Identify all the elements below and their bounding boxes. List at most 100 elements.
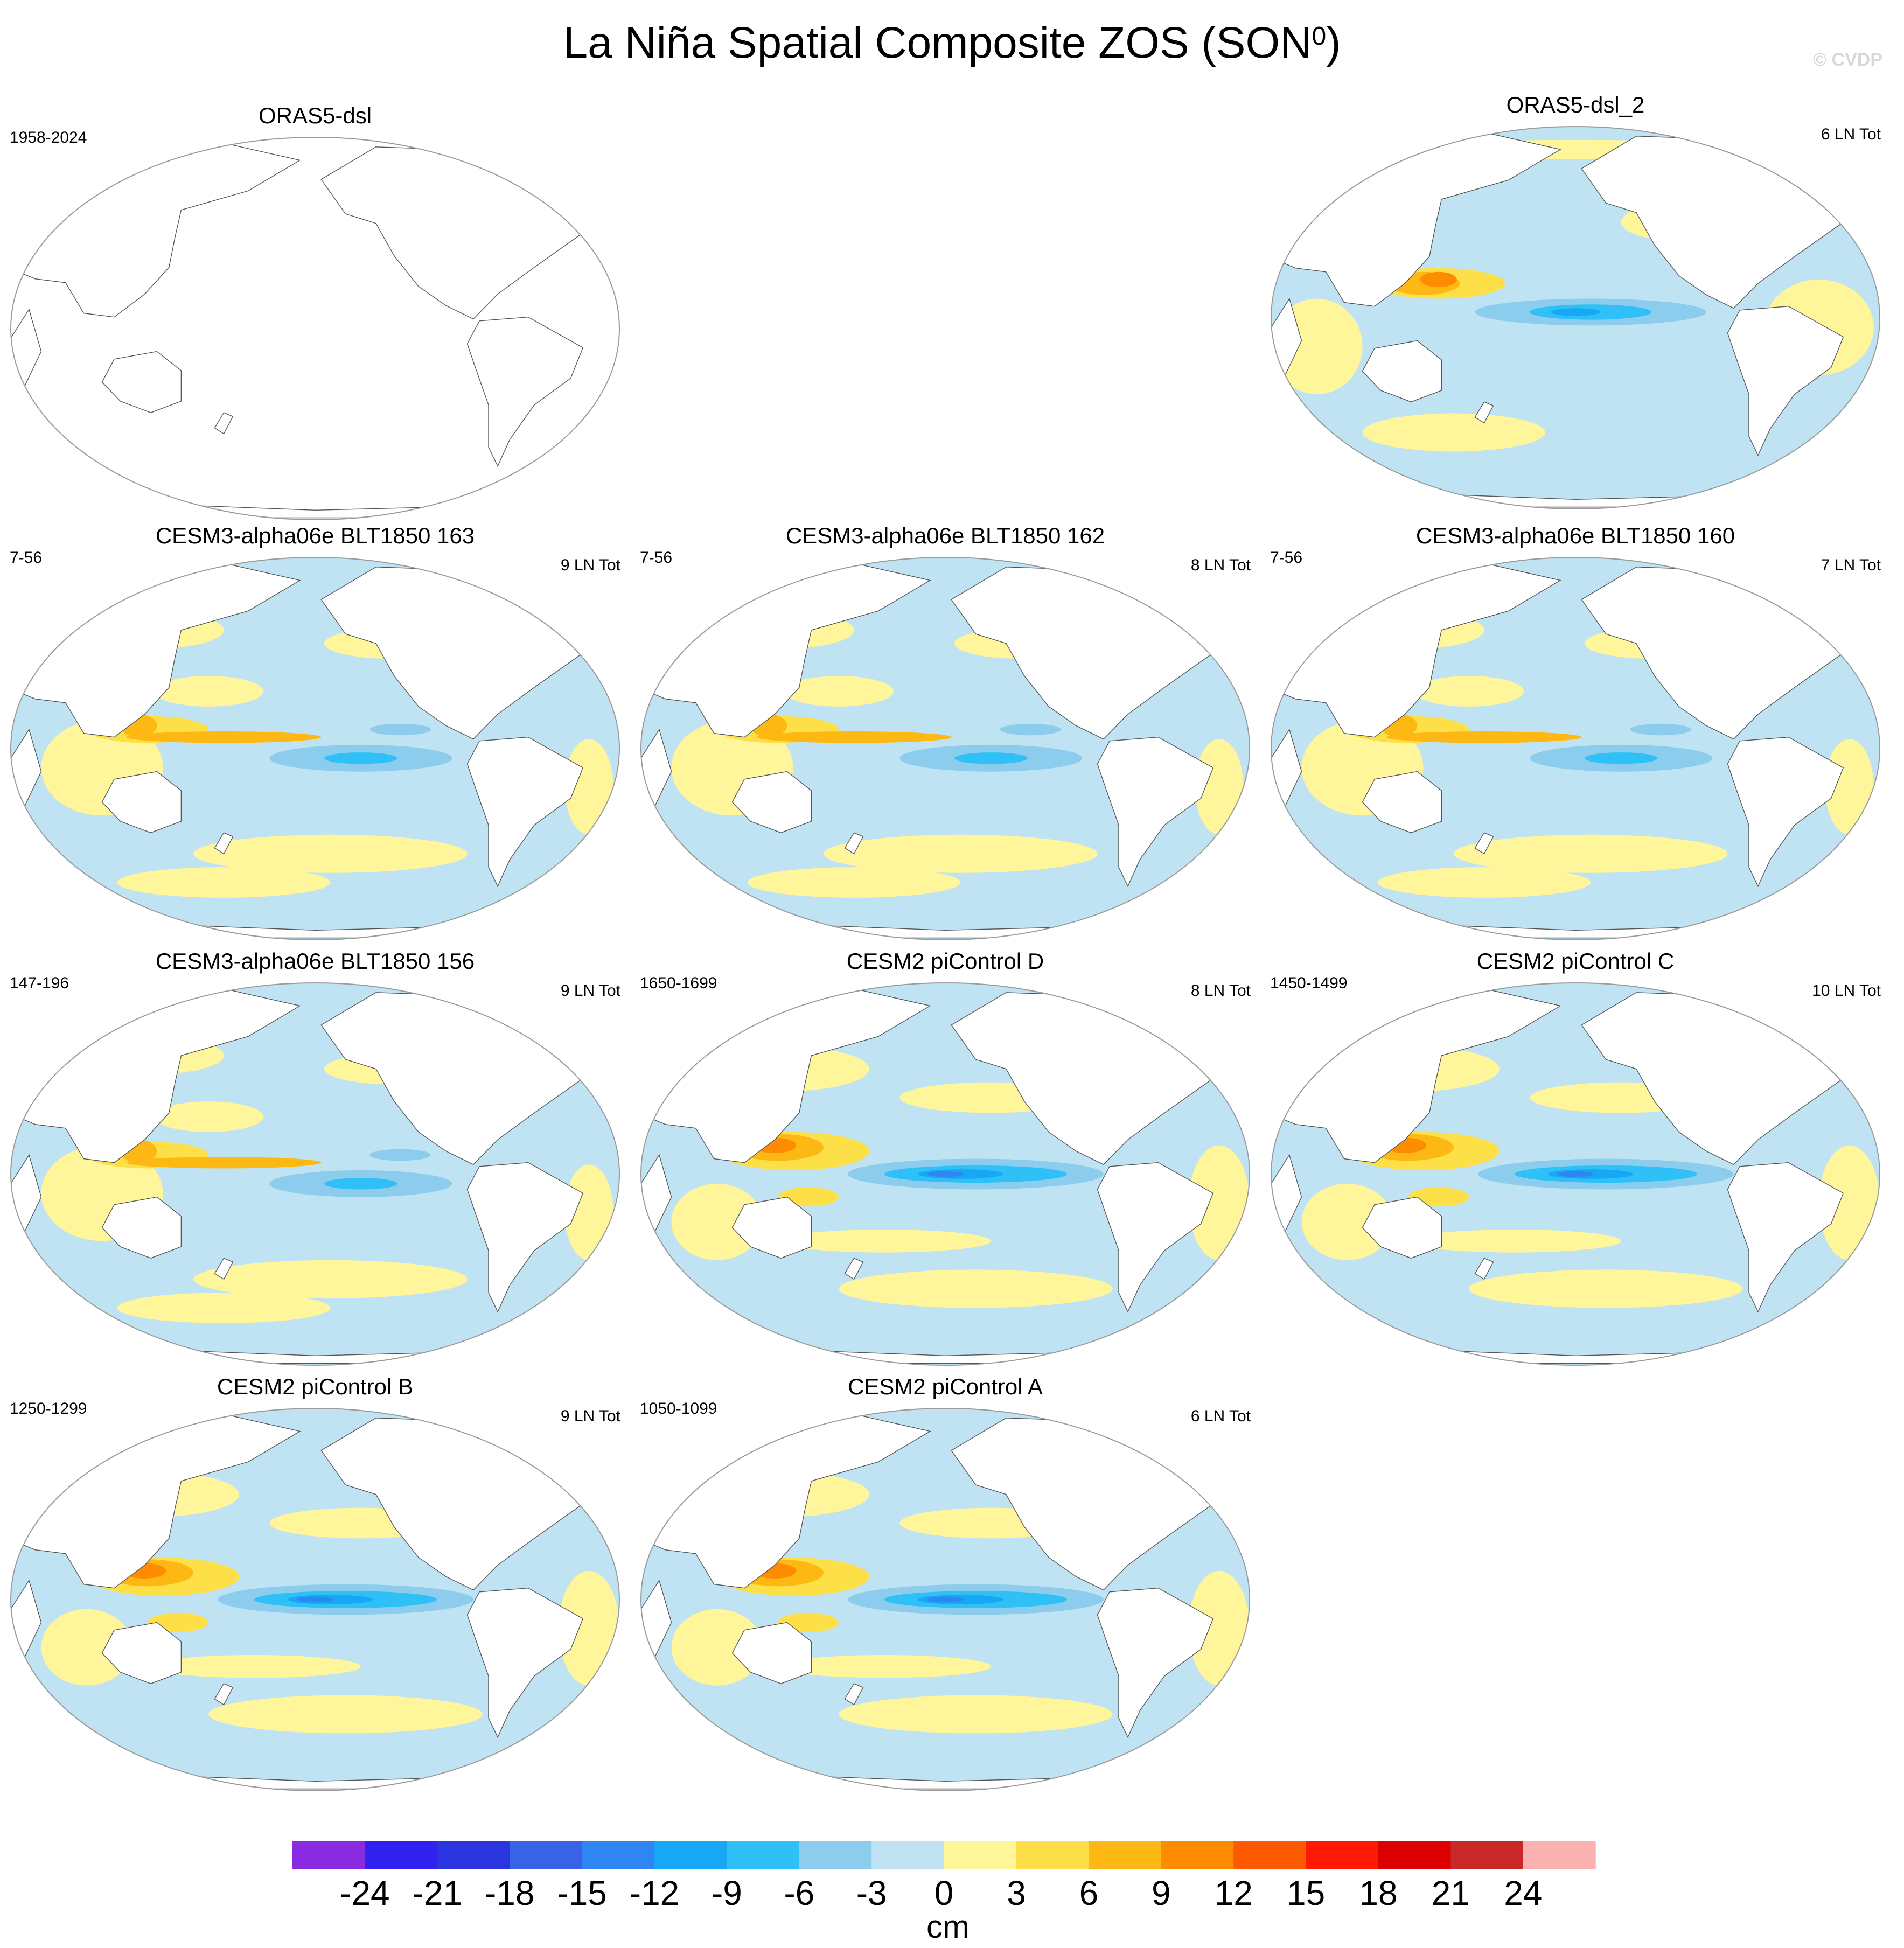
map-plot <box>1271 126 1880 509</box>
panel-years: 147-196 <box>10 974 69 992</box>
colorbar-tick-label: -18 <box>484 1874 535 1912</box>
panel-title: CESM3-alpha06e BLT1850 160 <box>1415 523 1735 548</box>
anomaly-contour <box>1557 1171 1594 1177</box>
colorbar-box <box>437 1841 510 1869</box>
anomaly-contour <box>1630 723 1691 736</box>
land-southAmerica <box>1097 736 1214 888</box>
colorbar-box <box>1016 1841 1089 1869</box>
panel-event-count: 10 LN Tot <box>1812 982 1881 1000</box>
anomaly-contour <box>927 1171 964 1177</box>
land-newZealand <box>844 832 864 855</box>
anomaly-contour <box>784 676 894 707</box>
anomaly-contour <box>324 1178 397 1190</box>
panel-title: CESM3-alpha06e BLT1850 163 <box>155 523 475 548</box>
colorbar-tick-label: 21 <box>1431 1874 1470 1912</box>
colorbar-box <box>1523 1841 1596 1869</box>
land-australia <box>1362 340 1442 402</box>
colorbar-tick-label: 15 <box>1287 1874 1326 1912</box>
panel-event-count: 8 LN Tot <box>1190 556 1251 574</box>
anomaly-contour <box>297 1596 333 1603</box>
colorbar-box <box>1089 1841 1162 1869</box>
land-australia <box>1362 1196 1442 1259</box>
anomaly-contour <box>41 1609 133 1686</box>
panel-years: 7-56 <box>1270 549 1303 567</box>
map-panel: CESM3-alpha06e BLT1850 156 147-196 9 LN To… <box>0 948 630 1373</box>
panel-years: 1958-2024 <box>10 129 87 146</box>
title-close: ) <box>1326 18 1341 67</box>
anomaly-contour <box>839 1269 1113 1308</box>
panel-years: 7-56 <box>10 549 43 567</box>
map-border <box>10 557 620 940</box>
land-newZealand <box>844 1683 864 1706</box>
colorbar-box <box>944 1841 1017 1869</box>
land-southAmerica <box>1727 305 1844 457</box>
anomaly-contour <box>369 1149 431 1161</box>
panel-years: 7-56 <box>640 549 673 567</box>
colorbar-box <box>292 1841 365 1869</box>
anomaly-contour <box>1825 739 1874 835</box>
map-panel: CESM2 piControl A 1050-1099 6 LN Tot <box>630 1373 1260 1799</box>
land-newZealand <box>1474 1258 1494 1280</box>
map-border <box>640 557 1250 940</box>
anomaly-contour <box>1301 1183 1393 1260</box>
map-plot <box>640 1408 1250 1791</box>
anomaly-contour <box>1189 1570 1250 1686</box>
colorbar-tick-label: -24 <box>340 1874 390 1912</box>
land-australia <box>101 1622 182 1684</box>
anomaly-contour <box>1189 1145 1250 1260</box>
land-australia <box>731 1196 812 1259</box>
anomaly-contour <box>1469 1269 1743 1308</box>
colorbar-tick-label: 12 <box>1214 1874 1253 1912</box>
anomaly-contour <box>671 1609 763 1686</box>
colorbar-tick-label: 9 <box>1152 1874 1171 1912</box>
panel-title: CESM3-alpha06e BLT1850 156 <box>155 948 475 974</box>
colorbar-tick-label: -9 <box>711 1874 742 1912</box>
land-australia <box>101 1196 182 1259</box>
anomaly-contour <box>126 731 322 743</box>
anomaly-contour <box>1362 413 1545 452</box>
map-plot <box>10 137 620 520</box>
colorbar-tick-label: 18 <box>1359 1874 1398 1912</box>
anomaly-contour <box>117 867 331 898</box>
colorbar-box <box>1450 1841 1524 1869</box>
map-plot <box>1271 557 1880 940</box>
colorbar <box>292 1841 1596 1869</box>
anomaly-contour <box>1377 867 1591 898</box>
anomaly-contour <box>154 1101 263 1132</box>
map-panel: CESM2 piControl C 1450-1499 10 LN Tot <box>1260 948 1891 1373</box>
panel-years: 1650-1699 <box>640 974 717 992</box>
anomaly-contour <box>117 1293 331 1323</box>
anomaly-contour <box>1414 676 1524 707</box>
panel-years: 1250-1299 <box>10 1400 87 1418</box>
anomaly-contour <box>193 834 468 873</box>
watermark: © CVDP <box>1813 50 1882 70</box>
anomaly-contour <box>954 752 1028 764</box>
colorbar-box <box>654 1841 727 1869</box>
title-text: La Niña Spatial Composite ZOS (SON <box>563 18 1312 67</box>
anomaly-contour <box>208 1695 483 1734</box>
colorbar-tick-label: -6 <box>784 1874 815 1912</box>
map-panel: CESM3-alpha06e BLT1850 162 7-56 8 LN Tot <box>630 522 1260 948</box>
map-border <box>640 1408 1250 1791</box>
anomaly-contour <box>564 739 613 835</box>
map-border <box>1271 557 1880 940</box>
colorbar-tick-label: 24 <box>1504 1874 1543 1912</box>
page-title: La Niña Spatial Composite ZOS (SON0) <box>0 16 1904 70</box>
panel-event-count: 9 LN Tot <box>560 1407 620 1425</box>
panel-title: ORAS5-dsl_2 <box>1506 92 1645 117</box>
panel-title: ORAS5-dsl <box>258 103 372 128</box>
land-southAmerica <box>1097 1162 1214 1313</box>
map-border <box>640 982 1250 1366</box>
anomaly-contour <box>747 867 961 898</box>
land-newZealand <box>214 1683 234 1706</box>
land-australia <box>1362 771 1442 833</box>
map-border <box>10 982 620 1366</box>
colorbar-box <box>1306 1841 1379 1869</box>
anomaly-contour <box>927 1596 964 1603</box>
land-australia <box>101 771 182 833</box>
anomaly-contour <box>1000 723 1061 736</box>
colorbar-tick-label: 3 <box>1007 1874 1026 1912</box>
land-newZealand <box>1474 832 1494 855</box>
panel-years: 1450-1499 <box>1270 974 1348 992</box>
colorbar-tick-label: -12 <box>629 1874 680 1912</box>
